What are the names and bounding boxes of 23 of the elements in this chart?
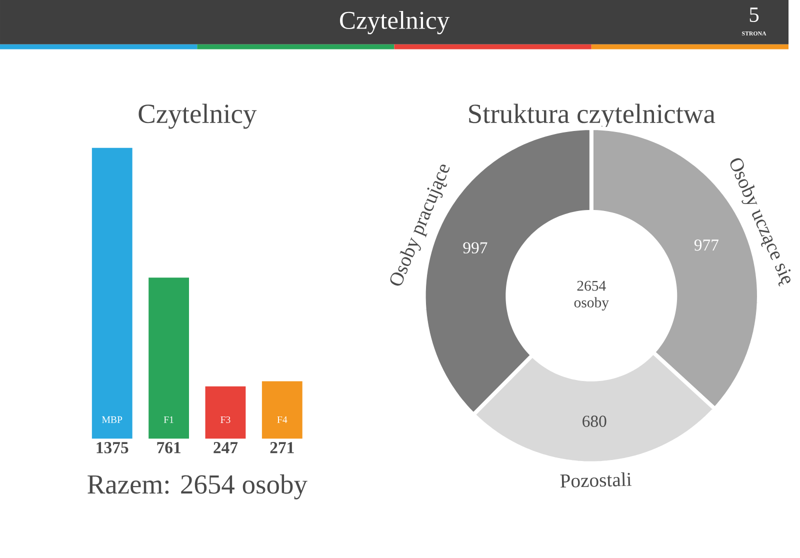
data-label: 1375 [96,442,128,454]
x-tick-label: MBP [102,416,122,423]
chart-title: Struktura czytelnictwa [469,104,716,129]
data-label: 761 [157,442,180,454]
data-label: 680 [582,416,606,428]
data-label: 977 [694,240,718,251]
data-label: 997 [463,242,488,254]
x-tick-label: F3 [220,416,230,424]
slice-label: Pozostali [560,472,632,488]
chart-title: Czytelnicy [138,104,257,129]
data-label: 271 [270,442,294,454]
text: Razem: 2654 osoby [88,474,308,500]
bar [205,386,246,439]
bar [262,381,302,439]
slice-label: Osoby uczące się [730,158,791,286]
bar [92,148,132,439]
text: 2654 osoby [574,280,609,311]
bar [148,278,190,439]
text: 5 [750,8,759,22]
x-tick-label: F1 [164,416,174,423]
data-label: 247 [214,442,238,454]
text: Czytelnicy [340,11,450,34]
x-tick-label: F4 [277,416,288,423]
